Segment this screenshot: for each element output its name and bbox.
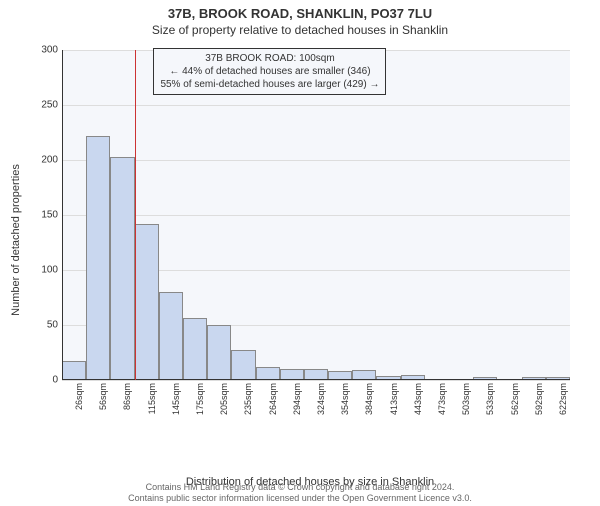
y-axis xyxy=(62,50,63,380)
histogram-bar xyxy=(135,224,159,380)
ytick-label: 250 xyxy=(41,100,58,111)
ytick-label: 300 xyxy=(41,45,58,56)
plot-area: Number of detached properties 0501001502… xyxy=(40,50,580,430)
histogram-bar xyxy=(159,292,183,380)
ytick-label: 150 xyxy=(41,210,58,221)
ytick-label: 200 xyxy=(41,155,58,166)
annotation-box: 37B BROOK ROAD: 100sqm← 44% of detached … xyxy=(153,48,386,95)
xtick-label: 473sqm xyxy=(437,383,447,415)
gridline xyxy=(62,105,570,106)
page-title: 37B, BROOK ROAD, SHANKLIN, PO37 7LU xyxy=(0,6,600,21)
xtick-label: 264sqm xyxy=(268,383,278,415)
xtick-label: 26sqm xyxy=(74,383,84,410)
histogram-bar xyxy=(183,318,207,380)
reference-line xyxy=(135,50,136,380)
histogram-bar xyxy=(62,361,86,380)
xtick-label: 622sqm xyxy=(558,383,568,415)
xtick-label: 503sqm xyxy=(461,383,471,415)
xtick-label: 592sqm xyxy=(534,383,544,415)
histogram-bar xyxy=(231,350,255,380)
xtick-label: 235sqm xyxy=(243,383,253,415)
xtick-label: 562sqm xyxy=(510,383,520,415)
gridline xyxy=(62,160,570,161)
footer-line2: Contains public sector information licen… xyxy=(0,493,600,504)
xtick-label: 533sqm xyxy=(485,383,495,415)
xtick-label: 324sqm xyxy=(316,383,326,415)
ytick-label: 50 xyxy=(47,320,58,331)
annotation-line1: 37B BROOK ROAD: 100sqm xyxy=(160,52,379,65)
x-axis xyxy=(62,379,570,380)
xtick-label: 115sqm xyxy=(147,383,157,414)
annotation-line2: ← 44% of detached houses are smaller (34… xyxy=(160,65,379,78)
ytick-label: 0 xyxy=(52,375,58,386)
ytick-label: 100 xyxy=(41,265,58,276)
histogram-bar xyxy=(86,136,110,380)
xtick-label: 354sqm xyxy=(340,383,350,415)
xtick-label: 443sqm xyxy=(413,383,423,415)
chart-container: 37B, BROOK ROAD, SHANKLIN, PO37 7LU Size… xyxy=(0,6,600,506)
xtick-label: 294sqm xyxy=(292,383,302,415)
gridline xyxy=(62,215,570,216)
plot-region: 05010015020025030026sqm56sqm86sqm115sqm1… xyxy=(62,50,570,380)
xtick-label: 205sqm xyxy=(219,383,229,415)
footer-attribution: Contains HM Land Registry data © Crown c… xyxy=(0,482,600,504)
xtick-label: 175sqm xyxy=(195,383,205,415)
xtick-label: 413sqm xyxy=(389,383,399,415)
y-axis-label: Number of detached properties xyxy=(10,164,22,316)
xtick-label: 86sqm xyxy=(122,383,132,410)
histogram-bar xyxy=(110,157,134,380)
annotation-line3: 55% of semi-detached houses are larger (… xyxy=(160,78,379,91)
gridline xyxy=(62,380,570,381)
xtick-label: 145sqm xyxy=(171,383,181,415)
xtick-label: 56sqm xyxy=(98,383,108,410)
page-subtitle: Size of property relative to detached ho… xyxy=(0,23,600,37)
histogram-bar xyxy=(207,325,231,380)
footer-line1: Contains HM Land Registry data © Crown c… xyxy=(0,482,600,493)
xtick-label: 384sqm xyxy=(364,383,374,415)
